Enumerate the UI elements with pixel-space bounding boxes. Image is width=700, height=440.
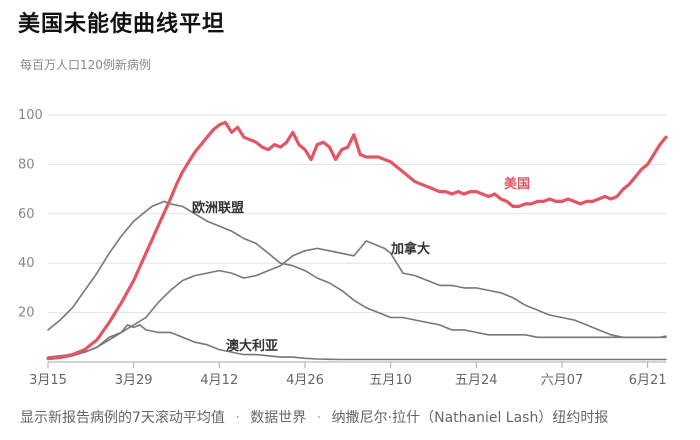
footer-separator: · [235, 410, 240, 426]
x-tick-label: 4月12 [200, 373, 238, 388]
y-tick-label: 40 [18, 256, 35, 271]
x-tick-label: 五月10 [369, 373, 412, 388]
y-tick-label: 20 [18, 306, 35, 321]
series-label: 加拿大 [390, 241, 430, 257]
line-chart: 20 40 60 80 100 3月15 3月29 4月12 4月26 五月10 五月24 六月07 6… [18, 108, 668, 388]
x-tick-label: 6月21 [629, 373, 667, 388]
chart-footer: 显示新报告病例的7天滚动平均值 · 数据世界 · 纳撒尼尔·拉什（Nathani… [20, 407, 608, 427]
y-tick-label: 80 [18, 157, 35, 172]
page-title: 美国未能使曲线平坦 [18, 12, 226, 37]
x-tick-label: 五月24 [455, 373, 498, 388]
series-line [46, 120, 668, 360]
series-label: 欧洲联盟 [192, 200, 244, 216]
footer-source: 数据世界 [250, 410, 307, 426]
footer-note: 显示新报告病例的7天滚动平均值 [20, 410, 225, 426]
series-line [47, 240, 667, 358]
y-tick-label: 60 [18, 207, 35, 222]
x-tick-label: 4月26 [286, 373, 324, 388]
x-tick-label: 六月07 [541, 373, 584, 388]
x-tick-label: 3月15 [29, 373, 67, 388]
series-line [47, 324, 667, 361]
series-line [47, 200, 667, 339]
x-tick-label: 3月29 [115, 373, 153, 388]
y-tick-label: 100 [18, 108, 43, 123]
series-label: 美国 [504, 176, 530, 192]
footer-separator: · [316, 410, 322, 426]
series-label: 澳大利亚 [226, 338, 278, 354]
footer-credit: 纳撒尼尔·拉什（Nathaniel Lash）纽约时报 [331, 410, 609, 426]
chart-subtitle: 每百万人口120例新病例 [20, 58, 151, 72]
